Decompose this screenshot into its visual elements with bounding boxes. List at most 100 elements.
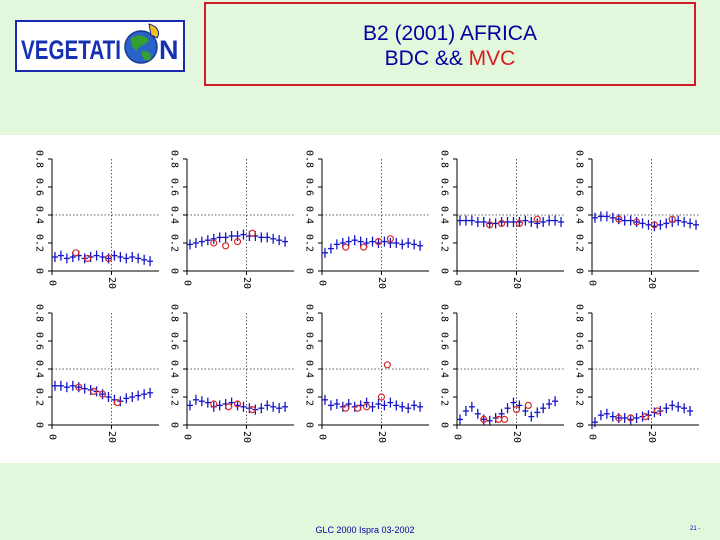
y-tick-label: 0.8: [169, 150, 180, 168]
scatter-panels-svg: 00.20.40.60.80 2000.20.40.60.80 2000.20.40…: [34, 150, 700, 443]
bdc-point: [687, 406, 694, 416]
title-line-1: B2 (2001) AFRICA: [363, 22, 537, 45]
chart-panel-10: 0 0.2 0.4 0.6 0.8 0 20: [574, 304, 699, 443]
mvc-point: [113, 399, 121, 407]
bdc-point: [204, 397, 211, 408]
bdc-point: [186, 239, 193, 250]
y-tick-label: 0.8: [574, 304, 585, 322]
bdc-point: [516, 217, 523, 227]
bdc-point: [258, 232, 265, 243]
mvc-point: [342, 404, 350, 412]
bdc-point: [99, 252, 106, 262]
y-tick-label: 0.4: [34, 206, 45, 224]
mvc-point: [515, 219, 524, 228]
bdc-point: [63, 253, 70, 264]
bdc-point: [393, 400, 400, 411]
y-tick-label: 0.4: [169, 360, 180, 378]
bdc-point: [486, 218, 493, 229]
mvc-point: [104, 254, 113, 263]
mvc-point: [386, 235, 394, 243]
bdc-point: [240, 401, 247, 412]
bdc-point: [234, 231, 241, 241]
y-tick-label: 0: [304, 268, 315, 274]
bdc-point: [603, 211, 610, 222]
bdc-point: [411, 400, 418, 411]
bdc-point: [258, 403, 265, 414]
y-tick-label: 0.8: [34, 304, 45, 322]
bdc-point: [399, 239, 406, 250]
bdc-point: [681, 217, 688, 227]
bdc-point: [363, 397, 370, 408]
bdc-point: [123, 253, 130, 264]
globe-icon: [124, 23, 160, 64]
bdc-point: [222, 232, 229, 243]
bdc-point: [627, 215, 634, 226]
bdc-point: [129, 252, 136, 262]
x-tick-label: 20: [106, 277, 117, 289]
bdc-point: [645, 219, 652, 230]
y-tick-label: 0: [304, 422, 315, 428]
bdc-point: [327, 243, 334, 254]
bdc-point: [540, 217, 547, 227]
bdc-point: [387, 397, 394, 408]
bdc-point: [528, 411, 535, 422]
bdc-point: [462, 215, 469, 226]
bdc-point: [216, 400, 223, 411]
bdc-point: [417, 240, 424, 251]
mvc-point: [362, 403, 371, 411]
bdc-point: [456, 215, 463, 226]
y-tick-label: 0.6: [34, 332, 45, 350]
bdc-point: [486, 415, 493, 426]
y-tick-label: 0.6: [574, 332, 585, 350]
x-tick-label: 0: [587, 280, 598, 286]
x-tick-label: 20: [376, 277, 387, 289]
chart-panel-6: 0 0.2 0.4 0.6 0.8 0 20: [34, 304, 159, 443]
bdc-point: [63, 382, 70, 393]
logo-text-left: VEGETATI: [21, 35, 121, 65]
bdc-point: [270, 401, 277, 412]
mvc-point: [233, 400, 242, 408]
mvc-point: [75, 383, 83, 391]
bdc-point: [51, 380, 58, 391]
bdc-point: [462, 406, 469, 416]
bdc-point: [639, 218, 646, 229]
mvc-point: [524, 401, 532, 409]
bdc-point: [546, 399, 553, 409]
mvc-point: [354, 404, 362, 412]
bdc-point: [240, 229, 247, 240]
mvc-point: [233, 237, 242, 246]
bdc-point: [609, 212, 616, 223]
bdc-point: [603, 408, 610, 419]
mvc-point: [668, 215, 676, 223]
bdc-point: [498, 217, 505, 227]
x-tick-label: 20: [511, 431, 522, 443]
bdc-point: [276, 403, 283, 414]
bdc-point: [540, 403, 547, 414]
bdc-point: [147, 387, 154, 398]
y-tick-label: 0.8: [439, 150, 450, 168]
mvc-point: [653, 407, 661, 415]
mvc-point: [615, 215, 623, 223]
bdc-point: [663, 218, 670, 229]
chart-panel-7: 0 0.2 0.4 0.6 0.8 0 20: [169, 304, 294, 443]
bdc-point: [210, 233, 217, 244]
bdc-point: [51, 252, 58, 262]
bdc-point: [264, 400, 271, 411]
bdc-point: [333, 399, 340, 409]
y-tick-label: 0.8: [169, 304, 180, 322]
y-tick-label: 0.8: [34, 150, 45, 168]
bdc-point: [393, 238, 400, 248]
bdc-point: [534, 218, 541, 229]
y-tick-label: 0: [439, 268, 450, 274]
bdc-point: [657, 219, 664, 230]
mvc-point: [383, 361, 391, 369]
mvc-point: [495, 415, 503, 423]
bdc-point: [57, 250, 64, 261]
footer-text: GLC 2000 Ispra 03-2002: [315, 525, 415, 535]
y-tick-label: 0: [34, 422, 45, 428]
y-tick-label: 0.4: [304, 360, 315, 378]
mvc-point: [342, 243, 350, 251]
bdc-point: [282, 401, 289, 412]
bdc-point: [675, 401, 682, 412]
x-tick-label: 0: [47, 434, 58, 440]
